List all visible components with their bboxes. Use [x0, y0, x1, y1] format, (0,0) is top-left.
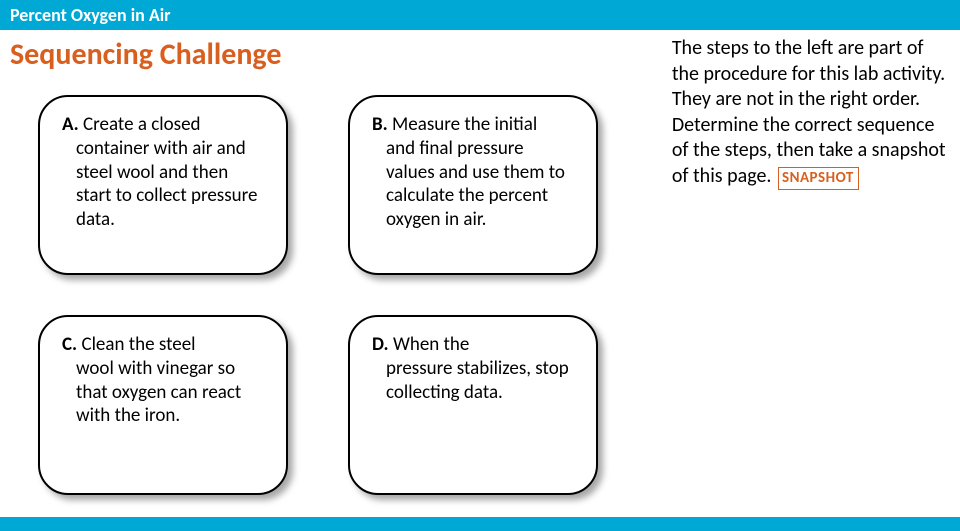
- instructions-body: The steps to the left are part of the pr…: [672, 36, 946, 188]
- cards-grid: A. Create a closed container with air an…: [8, 95, 654, 495]
- card-c: C. Clean the steel wool with vinegar so …: [38, 315, 288, 495]
- snapshot-button[interactable]: SNAPSHOT: [778, 167, 859, 190]
- card-b-first: Measure the initial: [392, 113, 537, 136]
- card-d-first: When the: [393, 333, 469, 356]
- header-bar: Percent Oxygen in Air: [0, 0, 960, 30]
- content: Sequencing Challenge A. Create a closed …: [0, 30, 960, 495]
- card-c-letter: C.: [62, 333, 77, 356]
- right-column: The steps to the left are part of the pr…: [654, 36, 952, 495]
- card-a-rest: container with air and steel wool and th…: [62, 137, 264, 232]
- card-a-first: Create a closed: [83, 113, 200, 136]
- card-c-first: Clean the steel: [81, 333, 195, 356]
- card-d-letter: D.: [372, 333, 389, 356]
- challenge-title: Sequencing Challenge: [8, 36, 654, 73]
- instructions-text: The steps to the left are part of the pr…: [672, 36, 952, 190]
- card-d-rest: pressure stabilizes, stop collecting dat…: [372, 357, 574, 405]
- card-b-rest: and final pressure values and use them t…: [372, 137, 574, 232]
- card-b-letter: B.: [372, 113, 388, 136]
- card-a: A. Create a closed container with air an…: [38, 95, 288, 275]
- card-c-first-line: C. Clean the steel: [62, 333, 196, 356]
- left-column: Sequencing Challenge A. Create a closed …: [8, 36, 654, 495]
- card-a-first-line: A. Create a closed: [62, 113, 201, 136]
- footer-bar: [0, 517, 960, 531]
- card-b: B. Measure the initial and final pressur…: [348, 95, 598, 275]
- page-title: Percent Oxygen in Air: [10, 4, 171, 26]
- card-d: D. When the pressure stabilizes, stop co…: [348, 315, 598, 495]
- card-b-first-line: B. Measure the initial: [372, 113, 537, 136]
- card-c-rest: wool with vinegar so that oxygen can rea…: [62, 357, 264, 428]
- card-d-first-line: D. When the: [372, 333, 469, 356]
- card-a-letter: A.: [62, 113, 79, 136]
